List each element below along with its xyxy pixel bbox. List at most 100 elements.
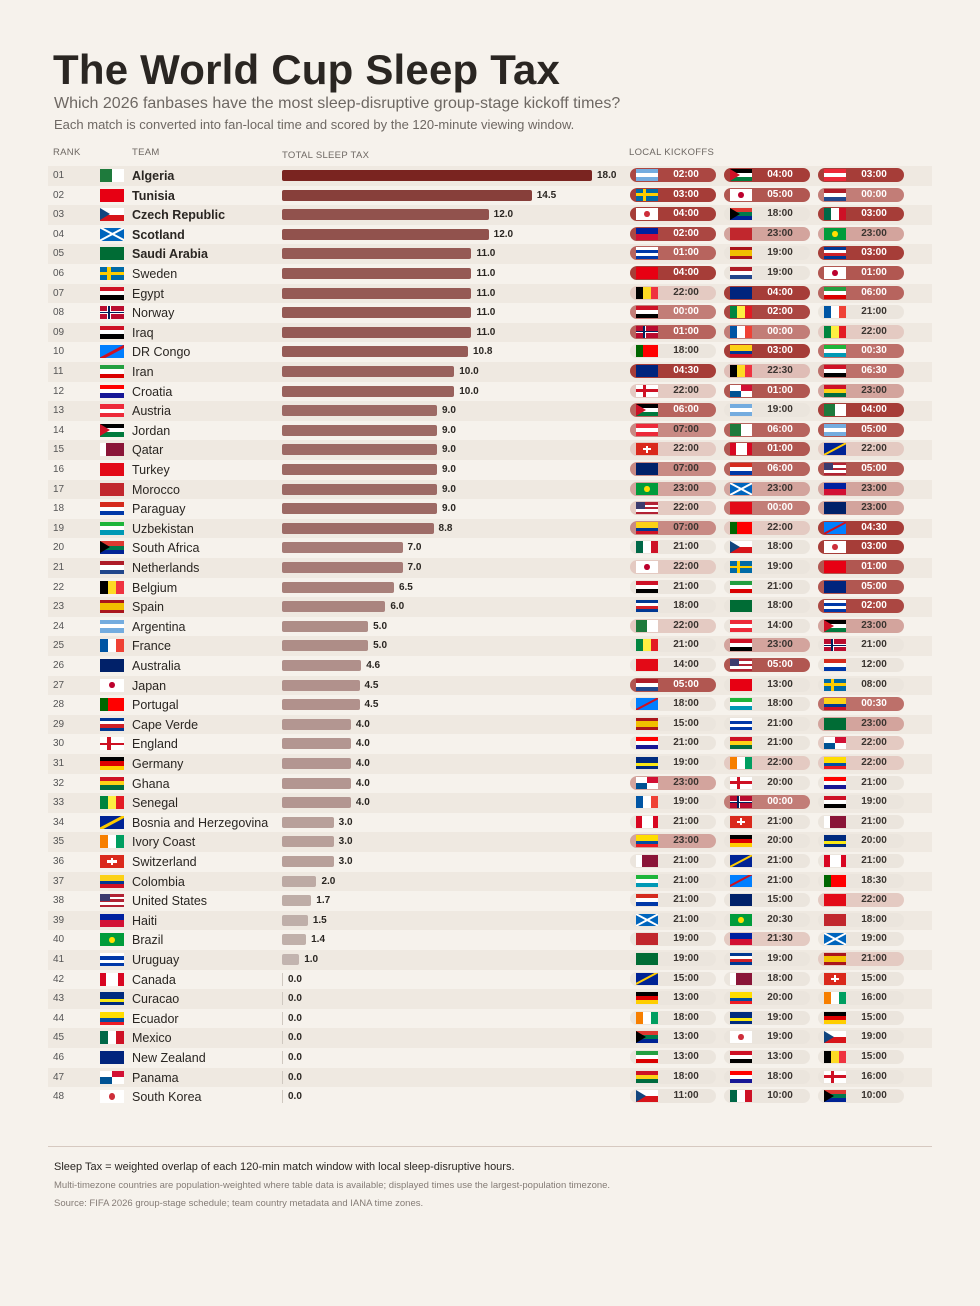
- kickoff-pill: 21:00: [724, 736, 810, 751]
- kickoff-pill: 19:00: [724, 246, 810, 261]
- table-row: 33 Senegal 4.0 19:00 00:00 19:00: [48, 793, 932, 813]
- table-row: 18 Paraguay 9.0 22:00 00:00 23:00: [48, 499, 932, 519]
- sleep-tax-bar: [282, 875, 317, 887]
- page-title: The World Cup Sleep Tax: [53, 46, 561, 93]
- team-flag-icon: [100, 541, 124, 555]
- opponent-flag-icon: [730, 855, 752, 867]
- kickoff-pill: 02:00: [630, 168, 716, 182]
- kickoff-time: 18:00: [767, 972, 793, 984]
- kickoff-pill: 22:00: [818, 736, 904, 751]
- sleep-tax-bar: [282, 758, 351, 769]
- opponent-flag-icon: [824, 1031, 846, 1044]
- kickoff-time: 22:00: [673, 561, 699, 572]
- opponent-flag-icon: [824, 345, 846, 358]
- kickoff-time: 05:00: [767, 188, 793, 200]
- sleep-tax-value: 3.0: [338, 836, 353, 848]
- sleep-tax-value: 10.8: [473, 346, 493, 358]
- table-row: 04 Scotland 12.0 02:00 23:00 23:00: [48, 225, 932, 245]
- team-name: Japan: [132, 678, 167, 693]
- opponent-flag-icon: [730, 325, 752, 338]
- rank-label: 41: [53, 954, 65, 965]
- sleep-tax-value: 10.0: [459, 366, 479, 377]
- team-name: Cape Verde: [132, 717, 199, 732]
- team-name: Panama: [132, 1070, 179, 1085]
- kickoff-pill: 00:00: [724, 501, 810, 516]
- opponent-flag-icon: [636, 639, 658, 652]
- kickoff-time: 21:00: [673, 639, 699, 651]
- kickoff-time: 14:00: [673, 659, 699, 670]
- footer-note: Multi-timezone countries are population-…: [54, 1180, 611, 1191]
- sleep-tax-value: 11.0: [476, 287, 496, 299]
- opponent-flag-icon: [824, 482, 846, 495]
- opponent-flag-icon: [636, 443, 658, 456]
- team-name: Iran: [132, 365, 154, 379]
- team-flag-icon: [100, 208, 124, 222]
- kickoff-pill: 01:00: [630, 324, 716, 339]
- kickoff-time: 19:00: [673, 757, 699, 768]
- kickoff-time: 03:00: [861, 208, 887, 220]
- rank-label: 34: [53, 816, 65, 828]
- rank-label: 35: [53, 836, 65, 848]
- kickoff-time: 04:00: [767, 286, 793, 298]
- team-name: Belgium: [132, 580, 178, 595]
- kickoff-pill: 21:00: [724, 814, 810, 829]
- sleep-tax-value: 4.0: [355, 718, 370, 730]
- sleep-tax-bar: [282, 895, 312, 907]
- kickoff-pill: 19:00: [818, 795, 904, 810]
- rank-label: 13: [53, 405, 65, 417]
- header-team: TEAM: [132, 147, 160, 158]
- kickoff-time: 15:00: [767, 894, 793, 906]
- opponent-flag-icon: [824, 169, 846, 181]
- rank-label: 37: [53, 875, 65, 887]
- team-flag-icon: [100, 384, 124, 398]
- rank-label: 18: [53, 503, 65, 515]
- sleep-tax-bar: [282, 601, 386, 613]
- kickoff-time: 14:00: [767, 619, 793, 631]
- table-row: 22 Belgium 6.5 21:00 21:00 05:00: [48, 578, 932, 598]
- rank-label: 27: [53, 679, 65, 691]
- opponent-flag-icon: [730, 619, 752, 632]
- kickoff-time: 21:00: [767, 580, 793, 592]
- sleep-tax-bar: [282, 660, 362, 671]
- opponent-flag-icon: [824, 1051, 846, 1063]
- opponent-flag-icon: [730, 913, 752, 926]
- opponent-flag-icon: [636, 659, 658, 671]
- sleep-tax-value: 11.0: [476, 248, 496, 260]
- kickoff-pill: 15:00: [818, 1010, 904, 1025]
- kickoff-time: 23:00: [767, 482, 793, 494]
- kickoff-pill: 03:00: [818, 540, 904, 555]
- kickoff-pill: 19:00: [724, 952, 810, 966]
- kickoff-time: 22:30: [767, 365, 793, 376]
- rank-label: 14: [53, 424, 65, 436]
- team-flag-icon: [100, 1070, 124, 1084]
- opponent-flag-icon: [730, 953, 752, 965]
- kickoff-pill: 03:00: [724, 344, 810, 359]
- opponent-flag-icon: [636, 953, 658, 965]
- opponent-flag-icon: [824, 619, 846, 632]
- table-row: 14 Jordan 9.0 07:00 06:00 05:00: [48, 421, 932, 441]
- sleep-tax-bar: [282, 228, 489, 240]
- team-flag-icon: [100, 404, 124, 418]
- team-flag-icon: [100, 776, 124, 790]
- team-name: Canada: [132, 972, 176, 987]
- sleep-tax-value: 18.0: [597, 170, 617, 181]
- sleep-tax-value: 6.0: [390, 601, 405, 613]
- kickoff-pill: 04:30: [630, 364, 716, 378]
- kickoff-time: 02:00: [673, 169, 699, 180]
- kickoff-time: 21:00: [673, 874, 699, 886]
- kickoff-pill: 18:00: [630, 1010, 716, 1025]
- opponent-flag-icon: [730, 286, 752, 299]
- opponent-flag-icon: [730, 227, 752, 240]
- team-name: Qatar: [132, 443, 164, 458]
- opponent-flag-icon: [824, 306, 846, 319]
- table-row: 45 Mexico 0.0 13:00 19:00 19:00: [48, 1028, 932, 1048]
- kickoff-time: 13:00: [673, 992, 699, 1004]
- kickoff-pill: 00:00: [818, 187, 904, 202]
- sleep-tax-value: 4.6: [366, 660, 381, 671]
- opponent-flag-icon: [730, 404, 752, 417]
- sleep-tax-value: 9.0: [442, 444, 456, 456]
- table-row: 26 Australia 4.6 14:00 05:00 12:00: [48, 656, 932, 676]
- table-row: 05 Saudi Arabia 11.0 01:00 19:00 03:00: [48, 244, 932, 264]
- sleep-tax-bar: [282, 562, 403, 573]
- kickoff-time: 15:00: [861, 1011, 887, 1023]
